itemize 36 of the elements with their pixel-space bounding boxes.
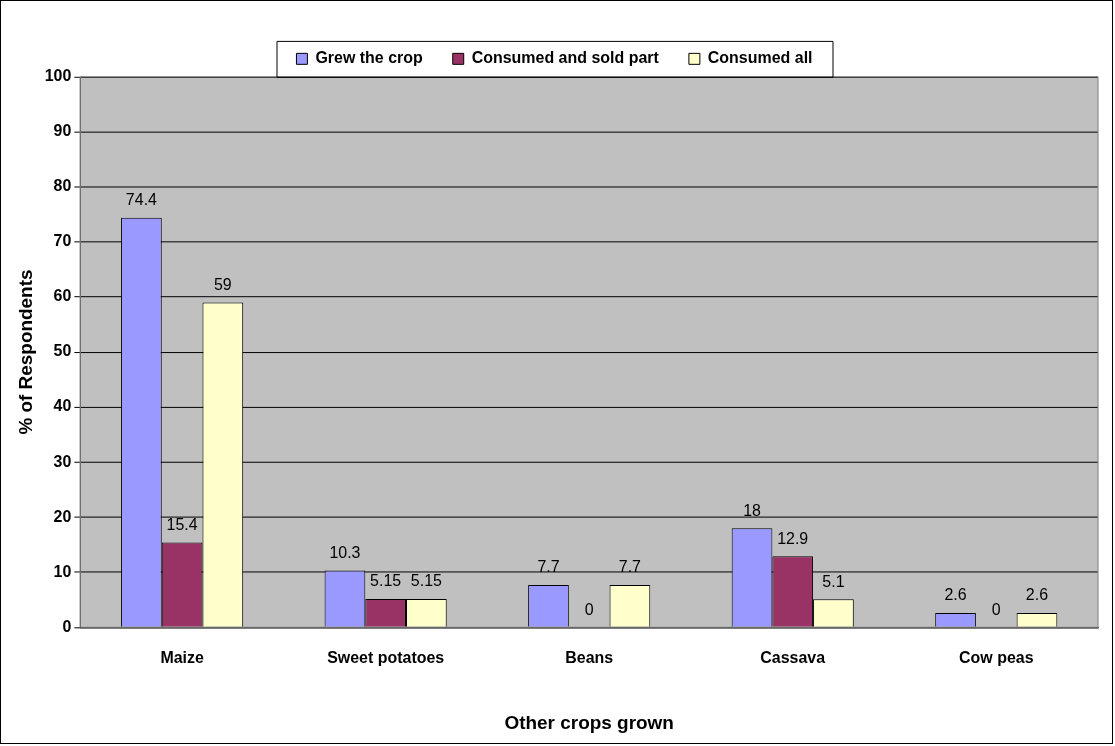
y-tick-label: 40: [53, 397, 72, 415]
y-tick-label: 70: [53, 232, 72, 250]
x-axis-title: Other crops grown: [504, 711, 674, 733]
data-label: 0: [991, 600, 1001, 618]
x-tick-label: Maize: [160, 649, 204, 667]
data-label: 15.4: [166, 515, 198, 533]
x-tick-label: Cow peas: [959, 649, 1034, 667]
y-tick-label: 10: [53, 562, 72, 580]
data-label: 2.6: [1025, 586, 1049, 604]
data-label: 2.6: [944, 586, 967, 604]
legend-label: Grew the crop: [315, 49, 423, 67]
data-label: 5.15: [370, 572, 402, 590]
data-label: 59: [213, 275, 232, 293]
y-tick-label: 90: [53, 122, 72, 140]
x-tick-label: Cassava: [760, 649, 826, 667]
y-tick-label: 30: [53, 452, 72, 470]
y-axis-title: % of Respondents: [14, 269, 36, 435]
data-label: 12.9: [777, 529, 809, 547]
data-label: 18: [743, 501, 762, 519]
y-tick-label: 80: [53, 177, 72, 195]
data-label: 7.7: [618, 558, 642, 576]
data-label: 0: [584, 600, 594, 618]
data-label: 7.7: [537, 558, 560, 576]
data-label: 5.15: [410, 572, 443, 590]
data-label: 10.3: [329, 544, 361, 562]
data-label: 74.4: [125, 191, 158, 209]
data-label: 5.1: [822, 572, 845, 590]
x-tick-label: Sweet potatoes: [327, 649, 445, 667]
y-tick-label: 0: [62, 617, 72, 635]
legend-label: Consumed all: [707, 49, 813, 67]
y-tick-label: 100: [44, 67, 72, 85]
y-tick-label: 50: [53, 342, 72, 360]
y-tick-label: 20: [53, 507, 72, 525]
legend-label: Consumed and sold part: [471, 49, 660, 67]
y-tick-label: 60: [53, 287, 72, 305]
x-tick-label: Beans: [565, 649, 614, 667]
